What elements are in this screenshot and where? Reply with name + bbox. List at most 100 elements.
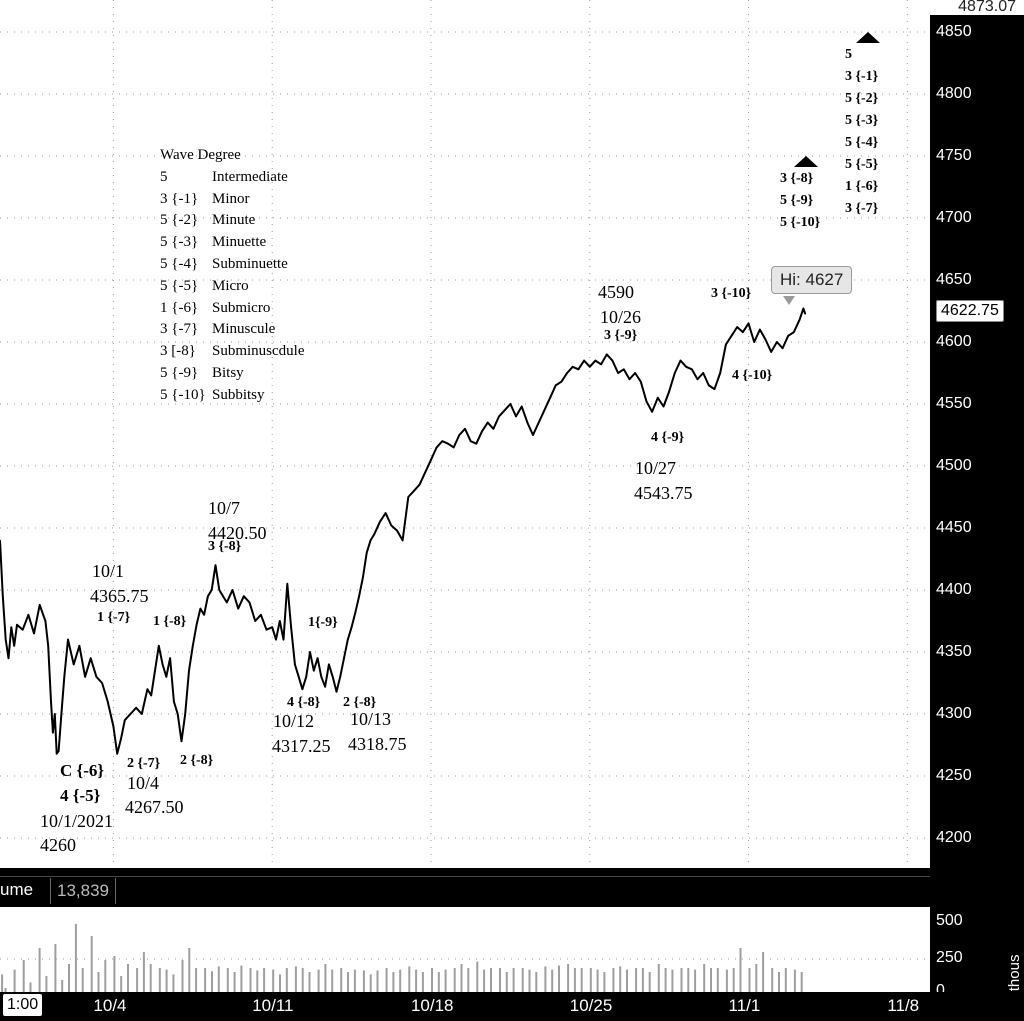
price-point xyxy=(275,638,277,641)
legend-key: 3 {-7} xyxy=(160,321,199,338)
price-point xyxy=(192,645,194,647)
price-point xyxy=(52,731,54,734)
legend-key: 5 {-2} xyxy=(160,212,199,229)
price-point xyxy=(243,595,245,597)
legend-key: 5 xyxy=(160,168,168,185)
volume-bar xyxy=(453,968,456,992)
volume-bar xyxy=(54,944,57,992)
price-point xyxy=(120,738,122,740)
price-axis[interactable]: 4200 4250 4300 4350 4400 4450 4500 4550 4600 4650… xyxy=(930,0,1024,868)
volume-bar xyxy=(90,936,93,992)
price-point xyxy=(57,750,60,752)
high-price-bubble-pointer xyxy=(783,296,795,305)
legend-key: 5 {-3} xyxy=(160,234,199,251)
date-annotation: 10/4 xyxy=(127,773,160,793)
volume-bar xyxy=(535,972,538,992)
volume-bar xyxy=(437,972,440,992)
x-tick-label: 11/1 xyxy=(728,996,761,1015)
volume-bar xyxy=(687,968,690,992)
volume-bar xyxy=(4,988,7,992)
volume-bar xyxy=(635,968,638,992)
wave-label: 4 {-5} xyxy=(60,786,101,805)
volume-tick: 500 xyxy=(936,912,963,929)
price-point xyxy=(770,351,772,353)
price-point xyxy=(279,620,281,622)
legend-key: 5 {-4} xyxy=(160,255,199,272)
legend-item: 1 {-6} Submicro xyxy=(160,300,305,322)
y-tick-label: 4750 xyxy=(936,147,972,164)
price-point xyxy=(226,601,228,604)
wave-label: 1{-9} xyxy=(308,615,338,630)
price-point xyxy=(401,539,404,542)
price-point xyxy=(165,676,168,678)
wave-label: 3 {-10} xyxy=(711,286,752,301)
volume-bar xyxy=(81,968,84,992)
price-point xyxy=(89,657,92,659)
volume-bar xyxy=(444,969,447,992)
price-point xyxy=(124,719,126,721)
price-point xyxy=(566,372,568,374)
price-point xyxy=(384,512,387,514)
legend-key: 5 {-5} xyxy=(160,277,199,294)
price-point xyxy=(441,440,444,443)
volume-bar xyxy=(558,965,560,992)
price-point xyxy=(141,713,143,715)
volume-bar xyxy=(467,968,470,992)
volume-bar xyxy=(353,969,356,992)
volume-bar xyxy=(226,968,229,992)
date-annotation: 10/26 xyxy=(600,307,642,327)
price-point xyxy=(358,595,360,597)
price-point xyxy=(589,366,591,368)
volume-bar xyxy=(784,968,787,992)
x-tick-label: 10/25 xyxy=(569,996,613,1015)
y-tick-label: 4650 xyxy=(936,271,972,288)
volume-bar xyxy=(97,972,100,992)
legend-label: Bitsy xyxy=(212,364,244,381)
price-point xyxy=(776,341,778,343)
legend-item: 5 {-5} Micro xyxy=(160,278,305,300)
legend-item: 5 {-4} Subminuette xyxy=(160,256,305,278)
price-point xyxy=(84,676,86,678)
price-point xyxy=(481,430,483,433)
price-point xyxy=(173,700,175,703)
target-label: 1 {-6} xyxy=(845,179,879,194)
legend-item: 5 Intermediate xyxy=(160,169,305,191)
price-point xyxy=(537,421,540,424)
x-tick-label: 10/11 xyxy=(252,996,294,1015)
date-annotation: 10/27 xyxy=(635,458,677,478)
volume-bar xyxy=(113,956,116,992)
legend-key: 5 {-10} xyxy=(160,386,206,403)
wave-label: 1 {-8} xyxy=(153,614,187,629)
price-point xyxy=(600,363,602,366)
legend-item: 3 [-8} Subminuscdule xyxy=(160,343,305,365)
target-label: 5 {-10} xyxy=(780,215,821,230)
price-point xyxy=(764,338,767,341)
volume-bar xyxy=(499,968,501,992)
y-tick-label: 4300 xyxy=(936,705,972,722)
volume-panel[interactable] xyxy=(0,907,930,992)
price-point xyxy=(161,663,164,666)
price-chart-panel[interactable]: Wave Degree 5 Intermediate 3 {-1} Minor 5 … xyxy=(0,0,930,868)
volume-bar xyxy=(263,968,266,992)
price-point xyxy=(290,626,292,628)
volume-bar xyxy=(573,968,576,992)
date-annotation: 10/1 xyxy=(92,561,125,581)
y-tick-label: 4500 xyxy=(936,457,972,474)
target-label: 5 {-4} xyxy=(845,135,879,150)
volume-bar xyxy=(505,972,508,992)
price-point xyxy=(407,496,410,498)
volume-bar xyxy=(793,969,796,992)
volume-bar xyxy=(612,968,615,992)
volume-bar xyxy=(204,968,207,992)
target-marker-icon xyxy=(856,32,880,43)
legend-key: 3 {-1} xyxy=(160,190,199,207)
volume-bar xyxy=(249,968,252,992)
volume-bar xyxy=(657,964,660,992)
price-point xyxy=(713,388,716,390)
target-stack-left: 3 {-8} 5 {-9} 5 {-10} xyxy=(780,168,820,234)
price-point xyxy=(509,403,512,405)
y-tick-label: 4400 xyxy=(936,581,972,598)
price-point xyxy=(390,524,393,527)
time-axis[interactable] xyxy=(0,992,1024,1021)
volume-bar xyxy=(703,964,706,992)
